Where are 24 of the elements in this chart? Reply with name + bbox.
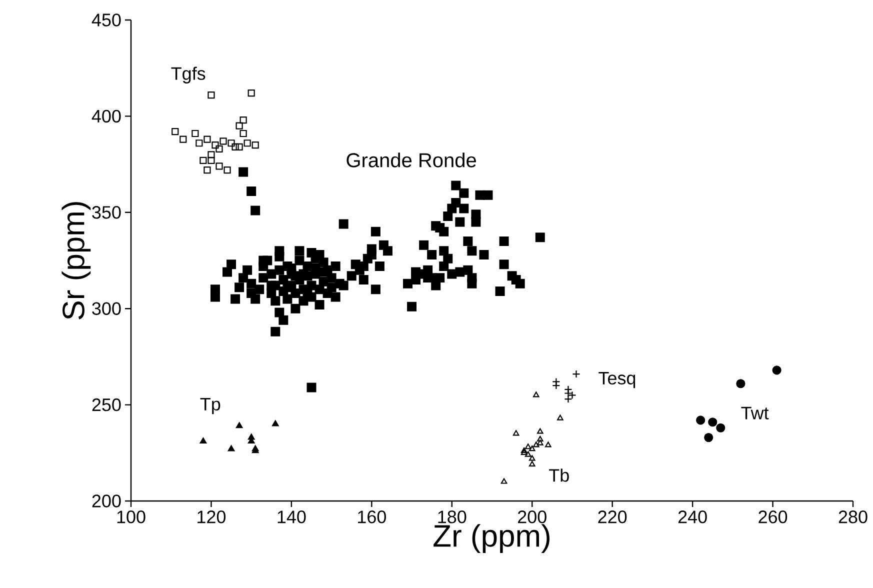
y-tick-label: 250 [92, 398, 121, 412]
x-axis-title: Zr (ppm) [434, 524, 550, 554]
x-tick-label: 220 [598, 510, 627, 524]
series-label: Tesq [598, 372, 636, 388]
y-tick-label: 350 [92, 206, 121, 219]
series-label: Twt [741, 406, 769, 420]
series-label: Tb [549, 468, 569, 482]
x-tick-label: 260 [758, 510, 788, 524]
y-tick-label: 300 [92, 302, 121, 315]
x-tick-label: 280 [838, 510, 868, 524]
x-tick-label: 240 [678, 510, 707, 524]
x-tick-label: 140 [278, 510, 306, 524]
y-tick-label: 400 [92, 110, 121, 123]
series-label: Tgfs [171, 66, 206, 84]
x-tick-label: 200 [518, 510, 546, 524]
y-tick-label: 450 [92, 14, 121, 26]
series-label: Grande Ronde [346, 152, 476, 168]
x-tick-label: 120 [198, 510, 226, 524]
x-tick-label: 100 [117, 510, 146, 524]
series-label: Tp [200, 398, 220, 414]
y-tick-label: 200 [92, 494, 121, 508]
y-axis-title: Sr (ppm) [62, 202, 91, 320]
x-tick-label: 180 [438, 510, 466, 524]
x-tick-label: 160 [358, 510, 386, 524]
